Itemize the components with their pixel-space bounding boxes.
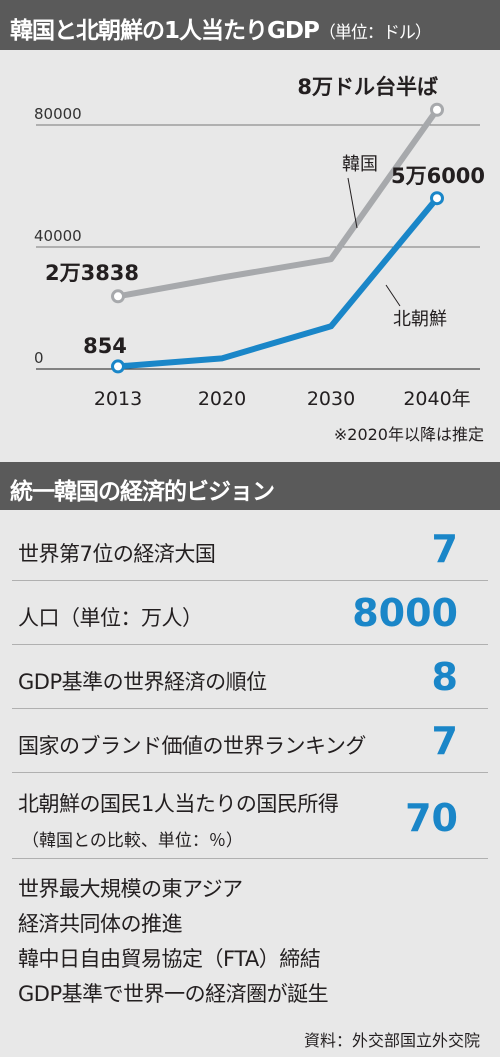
vision-title: 統一韓国の経済的ビジョン	[10, 479, 275, 505]
series-line-north-korea	[117, 196, 440, 370]
y-tick-label: 0	[34, 349, 44, 367]
x-tick-label: 2030	[307, 388, 355, 410]
goal-line: 韓中日自由貿易協定（FTA）締結	[18, 947, 321, 971]
goal-line: 世界最大規模の東アジア	[18, 877, 243, 901]
unit-label: （単位：ドル）	[318, 23, 432, 43]
vision-item-value: 7	[431, 719, 458, 763]
data-point	[111, 289, 125, 304]
vision-goals: 世界最大規模の東アジア 経済共同体の推進 韓中日自由貿易協定（FTA）締結 GD…	[18, 872, 488, 1012]
data-label: 8万ドル台半ば	[297, 75, 438, 99]
vision-row: 世界第7位の経済大国 7	[12, 520, 488, 581]
vision-item-label: 国家のブランド価値の世界ランキング	[18, 734, 366, 758]
series-label: 北朝鮮	[393, 309, 447, 330]
vision-item-value: 7	[431, 527, 458, 571]
vision-header: 統一韓国の経済的ビジョン	[0, 462, 500, 510]
source-note: 資料：外交部国立外交院	[303, 1031, 480, 1050]
vision-row: 国家のブランド価値の世界ランキング 7	[12, 710, 488, 773]
chart-title: 韓国と北朝鮮の1人当たりGDP（単位：ドル）	[10, 18, 432, 44]
vision-item-value: 8000	[352, 591, 458, 635]
data-label: 2万3838	[45, 261, 139, 285]
goal-line: 経済共同体の推進	[18, 912, 183, 936]
leader-line	[347, 177, 358, 229]
x-tick-label: 2020	[198, 388, 246, 410]
vision-item-value: 8	[431, 655, 458, 699]
x-tick-label: 2013	[94, 388, 142, 410]
data-point	[111, 359, 125, 374]
data-point	[430, 102, 444, 117]
y-tick-label: 40000	[34, 227, 82, 245]
vision-item-label: GDP基準の世界経済の順位	[18, 670, 267, 694]
goal-line: GDP基準で世界一の経済圏が誕生	[18, 982, 329, 1006]
vision-item-value: 70	[405, 796, 458, 840]
title-bar: 韓国と北朝鮮の1人当たりGDP（単位：ドル）	[0, 0, 500, 50]
vision-row: GDP基準の世界経済の順位 8	[12, 646, 488, 709]
estimate-note: ※2020年以降は推定	[334, 425, 484, 444]
y-tick-label: 80000	[34, 105, 82, 123]
x-tick-label: 2040年	[403, 388, 470, 410]
data-label: 854	[83, 334, 127, 358]
data-point	[430, 191, 444, 206]
vision-item-label: 世界第7位の経済大国	[18, 542, 216, 566]
series-label: 韓国	[342, 154, 378, 175]
gdp-line-chart: 0 40000 80000 2013 2020 2030 2040年 8万ドル台半ば 2万38…	[34, 75, 485, 444]
leader-line	[385, 284, 401, 307]
vision-row: 北朝鮮の国民1人当たりの国民所得 （韓国との比較、単位：％） 70	[12, 774, 488, 859]
vision-row: 人口（単位：万人） 8000	[12, 582, 488, 645]
data-label: 5万6000	[391, 164, 485, 188]
vision-item-sublabel: （韓国との比較、単位：％）	[22, 831, 243, 851]
vision-item-label: 人口（単位：万人）	[18, 606, 203, 630]
vision-item-label: 北朝鮮の国民1人当たりの国民所得	[18, 792, 339, 816]
series-line-south-korea	[117, 108, 440, 300]
